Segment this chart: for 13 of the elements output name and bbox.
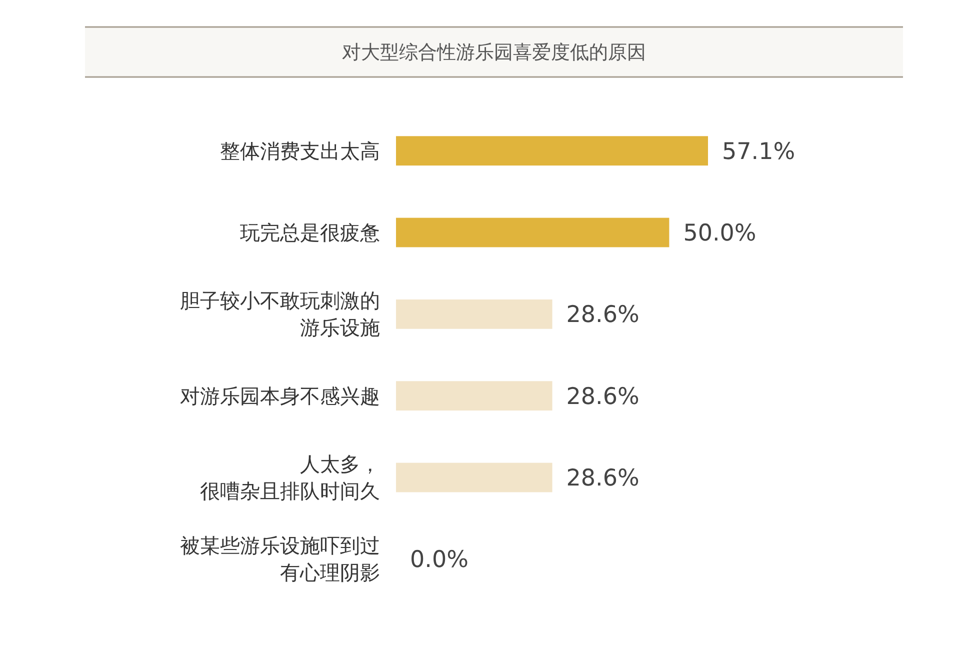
chart-title: 对大型综合性游乐园喜爱度低的原因 bbox=[342, 42, 646, 64]
y-tick-label: 整体消费支出太高 bbox=[220, 138, 380, 163]
data-label: 57.1% bbox=[722, 138, 796, 165]
data-label: 28.6% bbox=[566, 466, 640, 492]
data-label: 0.0% bbox=[410, 547, 468, 574]
data-label: 28.6% bbox=[566, 384, 640, 410]
data-label: 50.0% bbox=[683, 220, 756, 247]
y-tick-label: 被某些游乐设施吓到过有心理阴影 bbox=[180, 534, 380, 585]
data-label: 28.6% bbox=[566, 302, 640, 328]
y-tick-label: 胆子较小不敢玩刺激的游乐设施 bbox=[180, 288, 380, 340]
y-tick-label: 玩完总是很疲惫 bbox=[240, 220, 380, 244]
y-tick-label: 人太多，很嘈杂且排队时间久 bbox=[200, 452, 380, 503]
y-tick-label: 对游乐园本身不感兴趣 bbox=[180, 384, 380, 408]
